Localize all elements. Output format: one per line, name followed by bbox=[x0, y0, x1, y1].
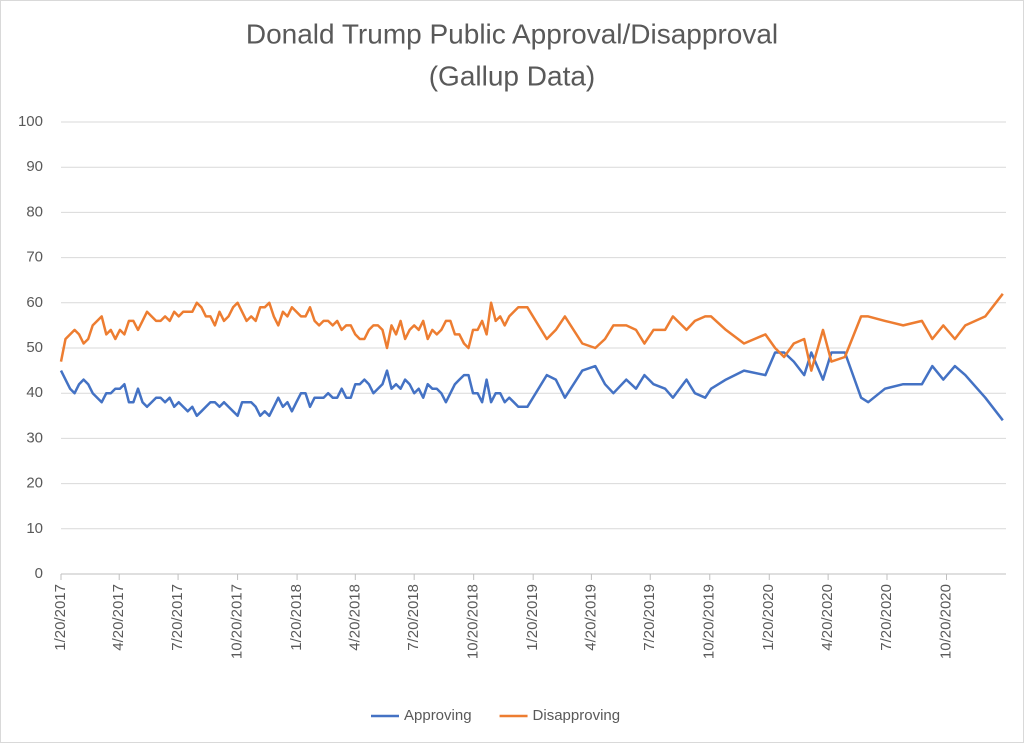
x-tick-label: 4/20/2019 bbox=[582, 584, 599, 651]
y-tick-label: 90 bbox=[26, 158, 43, 175]
x-tick-label: 1/20/2018 bbox=[288, 584, 305, 651]
y-tick-label: 30 bbox=[26, 429, 43, 446]
x-tick-label: 4/20/2020 bbox=[819, 584, 836, 651]
y-tick-label: 40 bbox=[26, 384, 43, 401]
y-tick-label: 70 bbox=[26, 249, 43, 266]
y-tick-label: 60 bbox=[26, 294, 43, 311]
x-tick-label: 7/20/2020 bbox=[878, 584, 895, 651]
legend-label: Approving bbox=[404, 707, 472, 724]
series-line bbox=[59, 293, 1004, 372]
y-tick-label: 80 bbox=[26, 203, 43, 220]
y-tick-label: 10 bbox=[26, 520, 43, 537]
y-tick-label: 20 bbox=[26, 475, 43, 492]
y-tick-label: 50 bbox=[26, 339, 43, 356]
x-tick-label: 10/20/2018 bbox=[465, 584, 482, 659]
series-line bbox=[59, 351, 1004, 422]
legend-label: Disapproving bbox=[533, 707, 621, 724]
x-tick-label: 4/20/2018 bbox=[346, 584, 363, 651]
x-tick-label: 10/20/2017 bbox=[229, 584, 246, 659]
x-tick-label: 7/20/2019 bbox=[641, 584, 658, 651]
x-tick-label: 1/20/2019 bbox=[524, 584, 541, 651]
x-tick-label: 4/20/2017 bbox=[110, 584, 127, 651]
y-tick-label: 0 bbox=[35, 565, 43, 582]
x-tick-label: 1/20/2020 bbox=[760, 584, 777, 651]
y-tick-label: 100 bbox=[18, 113, 43, 130]
x-tick-label: 7/20/2017 bbox=[169, 584, 186, 651]
x-tick-label: 1/20/2017 bbox=[52, 584, 69, 651]
chart-title: Donald Trump Public Approval/Disapproval bbox=[246, 18, 778, 49]
x-tick-label: 7/20/2018 bbox=[405, 584, 422, 651]
chart-subtitle: (Gallup Data) bbox=[429, 60, 596, 91]
x-tick-label: 10/20/2019 bbox=[701, 584, 718, 659]
x-tick-label: 10/20/2020 bbox=[937, 584, 954, 659]
